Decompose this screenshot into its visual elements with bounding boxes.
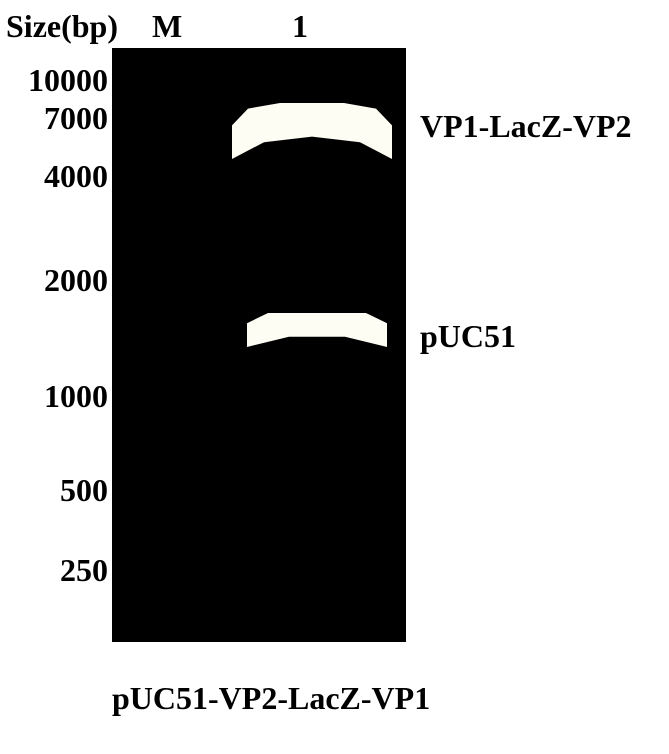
gel-figure: Size(bp) M 1 10000 7000 4000 2000 1000 5…: [0, 0, 669, 754]
band-label-vp1-lacz-vp2: VP1-LacZ-VP2: [420, 108, 632, 145]
ladder-500: 500: [0, 472, 108, 509]
band-label-puc51: pUC51: [420, 318, 516, 355]
ladder-4000: 4000: [0, 158, 108, 195]
gel-image: [112, 48, 406, 642]
ladder-250: 250: [0, 552, 108, 589]
band-puc51: [247, 313, 387, 347]
band-vp1-lacz-vp2: [232, 103, 392, 159]
axis-label: Size(bp): [6, 8, 118, 45]
ladder-7000: 7000: [0, 100, 108, 137]
ladder-2000: 2000: [0, 262, 108, 299]
figure-caption: pUC51-VP2-LacZ-VP1: [112, 680, 430, 717]
lane-header-marker: M: [152, 8, 182, 45]
ladder-1000: 1000: [0, 378, 108, 415]
lane-header-1: 1: [292, 8, 308, 45]
ladder-10000: 10000: [0, 62, 108, 99]
